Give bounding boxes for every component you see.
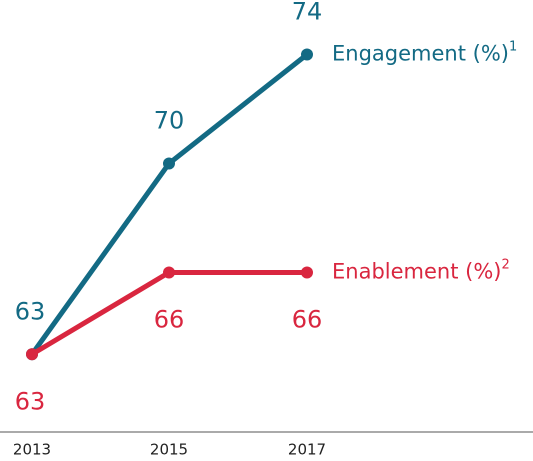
legend-name: Engagement (%) <box>332 42 509 66</box>
legend-name: Enablement (%) <box>332 260 501 284</box>
data-label: 74 <box>292 0 323 26</box>
data-label: 66 <box>154 306 185 334</box>
x-tick-label: 2015 <box>150 441 188 459</box>
point <box>163 266 175 279</box>
data-label: 63 <box>15 297 46 325</box>
data-label: 70 <box>154 107 185 135</box>
x-tick-label: 2017 <box>288 441 326 459</box>
legend-label: Enablement (%)2 <box>332 257 510 284</box>
x-tick-label: 2013 <box>13 441 51 459</box>
legend-footnote: 1 <box>509 39 517 54</box>
legend-footnote: 2 <box>501 257 509 272</box>
data-label: 63 <box>15 387 46 415</box>
point <box>301 266 313 279</box>
point <box>163 157 175 170</box>
point <box>301 48 313 61</box>
data-label: 66 <box>292 306 323 334</box>
legend-label: Engagement (%)1 <box>332 39 517 66</box>
point <box>26 348 38 361</box>
